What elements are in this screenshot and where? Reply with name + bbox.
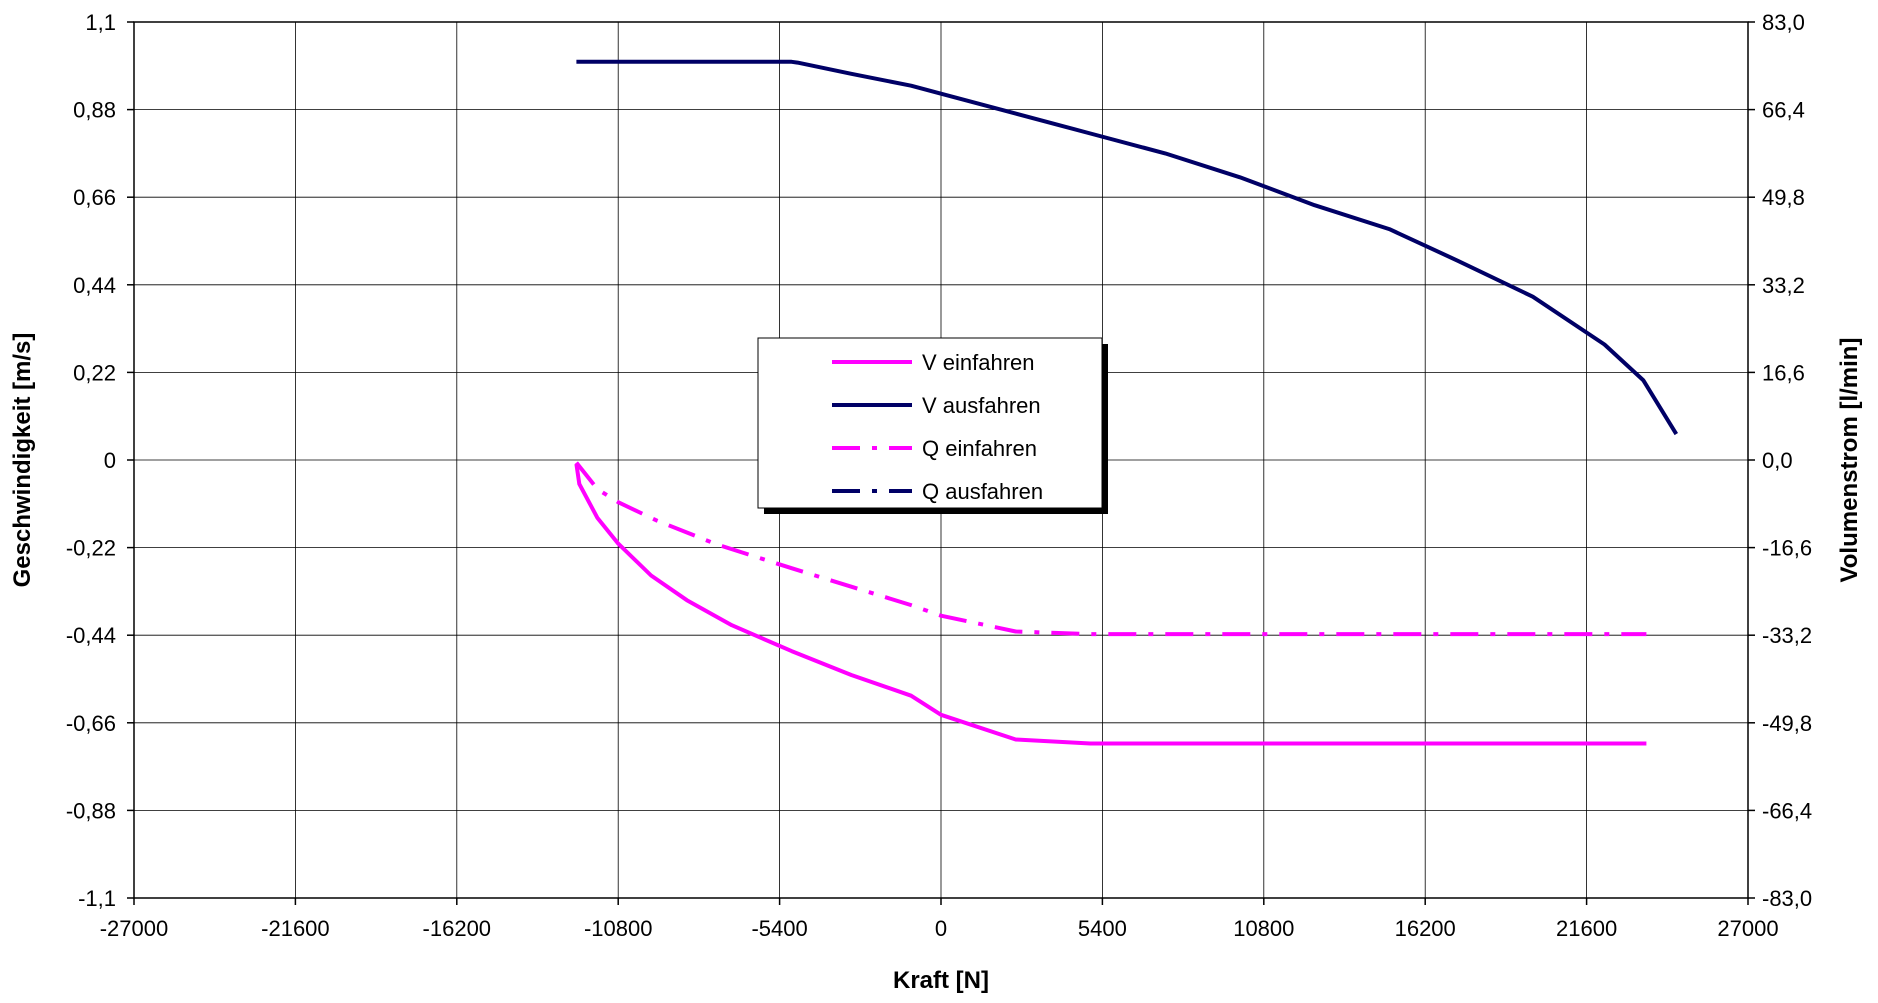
y2-tick-label: -83,0 xyxy=(1762,886,1812,911)
y-tick-label: 0,22 xyxy=(73,360,116,385)
series-line-1 xyxy=(574,463,1647,746)
y-tick-label: -0,66 xyxy=(66,711,116,736)
legend-label: V ausfahren xyxy=(922,393,1041,418)
y2-tick-label: 49,8 xyxy=(1762,185,1805,210)
y-tick-label: -0,88 xyxy=(66,798,116,823)
x-tick-label: -21600 xyxy=(261,916,330,941)
legend-label: Q ausfahren xyxy=(922,479,1043,504)
x-tick-label: 16200 xyxy=(1395,916,1456,941)
y2-tick-label: 33,2 xyxy=(1762,273,1805,298)
series-line-2 xyxy=(576,59,1679,436)
x-tick-label: 27000 xyxy=(1717,916,1778,941)
legend-label: V einfahren xyxy=(922,350,1035,375)
x-tick-label: -5400 xyxy=(751,916,807,941)
y2-axis-title: Volumenstrom [l/min] xyxy=(1836,338,1863,583)
series-line-3 xyxy=(574,461,1647,637)
y-tick-label: 0 xyxy=(104,448,116,473)
x-tick-label: 5400 xyxy=(1078,916,1127,941)
y-axis-title: Geschwindigkeit [m/s] xyxy=(9,333,36,588)
y2-tick-label: -33,2 xyxy=(1762,623,1812,648)
y2-tick-label: 0,0 xyxy=(1762,448,1793,473)
legend: V einfahren V ausfahren Q einfahren Q ausfa… xyxy=(757,337,1108,514)
y-tick-label: -1,1 xyxy=(78,886,116,911)
x-tick-label: 21600 xyxy=(1556,916,1617,941)
y-axis-right: 83,0 66,4 49,8 33,2 16,6 0,0 -16,6 -33,2 -49,8 -6… xyxy=(1748,10,1812,911)
y2-tick-label: 83,0 xyxy=(1762,10,1805,35)
y-tick-label: 1,1 xyxy=(85,10,116,35)
x-tick-label: -16200 xyxy=(423,916,492,941)
y2-tick-label: -49,8 xyxy=(1762,711,1812,736)
series-layer xyxy=(574,59,1679,746)
x-tick-label: 0 xyxy=(935,916,947,941)
x-tick-label: -10800 xyxy=(584,916,653,941)
y2-tick-label: -16,6 xyxy=(1762,536,1812,561)
legend-label: Q einfahren xyxy=(922,436,1037,461)
legend-box xyxy=(757,337,1103,509)
y-tick-label: 0,88 xyxy=(73,98,116,123)
x-axis: -27000 -21600 -16200 -10800 -5400 0 5400 10800 1… xyxy=(100,898,1779,941)
y-axis-left: 1,1 0,88 0,66 0,44 0,22 0 -0,22 -0,44 -0,66 -0,88… xyxy=(66,10,134,911)
y-tick-label: -0,44 xyxy=(66,623,116,648)
y-tick-label: 0,66 xyxy=(73,185,116,210)
x-tick-label: -27000 xyxy=(100,916,169,941)
y2-tick-label: 66,4 xyxy=(1762,98,1805,123)
x-axis-title: Kraft [N] xyxy=(893,967,989,994)
x-tick-label: 10800 xyxy=(1233,916,1294,941)
y-tick-label: -0,22 xyxy=(66,536,116,561)
y2-tick-label: 16,6 xyxy=(1762,360,1805,385)
y-tick-label: 0,44 xyxy=(73,273,116,298)
y2-tick-label: -66,4 xyxy=(1762,798,1812,823)
